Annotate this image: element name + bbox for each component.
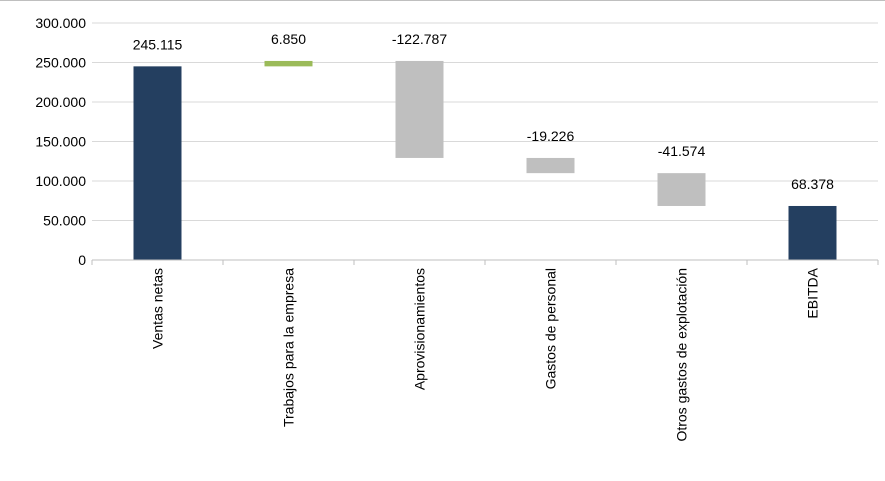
- data-label: 245.115: [133, 36, 183, 52]
- y-tick-label: 150.000: [35, 134, 86, 150]
- y-tick-label: 200.000: [35, 94, 86, 110]
- y-tick-label: 250.000: [35, 55, 86, 71]
- bar-decrease: [657, 173, 706, 206]
- bar-total: [788, 205, 837, 260]
- x-axis: [91, 259, 879, 265]
- data-label: 68.378: [791, 176, 834, 192]
- top-border-line: [0, 0, 885, 1]
- bars: [133, 60, 837, 260]
- category-label: Gastos de personal: [543, 268, 559, 389]
- category-label: Aprovisionamientos: [412, 268, 428, 390]
- y-tick-label: 100.000: [35, 173, 86, 189]
- data-label: -19.226: [527, 128, 575, 144]
- y-axis-tick-labels: 0 50.000 100.000 150.000 200.000 250.000 300.0…: [35, 15, 86, 268]
- category-label: Trabajos para la empresa: [281, 268, 297, 427]
- category-labels: Ventas netas Trabajos para la empresa Apro…: [150, 267, 821, 441]
- category-label: Otros gastos de explotación: [674, 268, 690, 442]
- bar-increase: [264, 60, 313, 67]
- data-labels: 245.115 6.850 -122.787 -19.226 -41.574 68.378: [133, 31, 834, 192]
- gridlines: [92, 22, 878, 221]
- data-label: -122.787: [392, 31, 447, 47]
- bar-decrease: [526, 157, 575, 174]
- y-tick-label: 0: [78, 252, 86, 268]
- category-label: EBITDA: [805, 267, 821, 318]
- y-tick-label: 300.000: [35, 15, 86, 31]
- data-label: 6.850: [271, 31, 306, 47]
- y-tick-label: 50.000: [43, 213, 86, 229]
- bar-total: [133, 66, 182, 260]
- category-label: Ventas netas: [150, 268, 166, 349]
- bar-decrease: [395, 60, 444, 158]
- data-label: -41.574: [658, 143, 706, 159]
